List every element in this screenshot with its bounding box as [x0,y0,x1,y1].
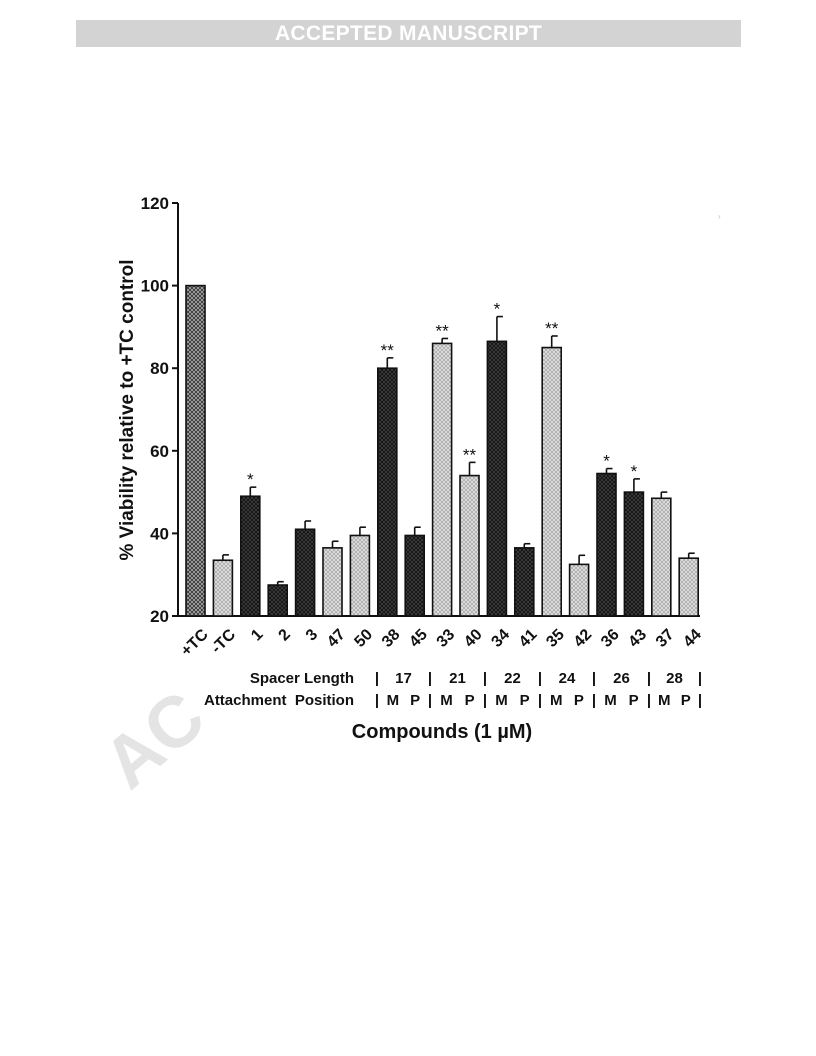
bar-42 [568,563,590,617]
spacer-length-value: 26 [613,670,630,687]
bar-43 [623,491,645,617]
attachment-separator: | [428,692,432,709]
x-tick-label: 3 [303,626,321,644]
attachment-position-value: P [574,692,584,709]
x-tick-label: 38 [379,626,404,651]
spacer-separator: | [647,670,651,687]
significance-marker: * [631,462,638,481]
accepted-manuscript-banner: ACCEPTED MANUSCRIPT [76,20,741,47]
y-tick-label: 120 [141,194,169,213]
bar-45 [404,534,426,617]
attachment-separator: | [483,692,487,709]
spacer-separator: | [698,670,702,687]
attachment-separator: | [592,692,596,709]
x-tick-label: 2 [276,626,294,644]
y-tick-label: 60 [150,442,169,461]
x-tick-label: +TC [178,626,212,660]
x-tick-label: -TC [208,626,239,657]
attachment-separator: | [538,692,542,709]
x-tick-label: 41 [516,626,541,651]
bar-33 [431,342,453,617]
x-tick-label: 42 [571,626,596,651]
attachment-position-value: P [629,692,639,709]
attachment-position-value: M [440,692,453,709]
x-tick-label: 34 [488,626,513,651]
attachment-position-value: P [681,692,691,709]
x-tick-label: 43 [625,626,650,651]
spacer-length-value: 21 [449,670,466,687]
significance-marker: ** [381,341,395,360]
bar-47 [322,547,343,617]
x-tick-label: 50 [351,626,376,651]
bar-34 [486,340,508,617]
bars: ************ [185,284,700,617]
attachment-position-label: Attachment Position [204,692,354,709]
spacer-separator: | [592,670,596,687]
significance-marker: ** [545,319,559,338]
x-tick-label: 36 [598,626,623,651]
spacer-length-value: 17 [395,670,412,687]
spacer-length-value: 22 [504,670,521,687]
x-tick-label: 37 [653,626,678,651]
y-tick-label: 40 [150,524,169,543]
significance-marker: ** [463,445,477,464]
attachment-position-value: P [520,692,530,709]
bar-+TC [185,284,206,617]
attachment-position-value: M [495,692,508,709]
attachment-position-value: M [550,692,563,709]
significance-marker: * [247,470,254,489]
bar-2 [267,584,289,617]
bar--TC [212,559,234,617]
attachment-separator: | [698,692,702,709]
significance-marker: * [603,452,610,471]
significance-marker: ** [435,321,449,340]
x-tick-label: 45 [406,626,431,651]
attachment-position-value: P [410,692,420,709]
x-tick-label: 47 [324,626,349,651]
y-tick-label: 100 [141,277,169,296]
attachment-position-value: M [658,692,671,709]
spacer-length-value: 24 [559,670,576,687]
bar-44 [678,557,700,617]
attachment-position-value: P [465,692,475,709]
bar-3 [294,528,316,617]
attachment-separator: | [647,692,651,709]
spacer-separator: | [538,670,542,687]
attachment-position-value: M [387,692,400,709]
bar-37 [650,497,672,617]
bar-36 [596,472,617,617]
bar-50 [349,534,371,617]
bar-1 [240,495,261,617]
spacer-separator: | [428,670,432,687]
y-axis-label: % Viability relative to +TC control [117,259,138,560]
x-tick-label: 33 [434,626,459,651]
axes: 20 40 60 80 100 120 [141,194,700,626]
x-tick-label: 44 [680,626,705,651]
spacer-length-label: Spacer Length [250,670,354,687]
y-tick-label: 80 [150,359,169,378]
attachment-separator: | [375,692,379,709]
significance-marker: * [494,300,501,319]
bar-41 [513,547,535,617]
bar-40 [459,474,480,617]
x-axis-label: Compounds (1 µM) [352,721,532,743]
x-tick-label: 40 [461,626,486,651]
x-tick-labels: +TC-TC 1 2 3 47 50 38 45 33 40 34 41 35 42 36 43 37 44 [178,626,705,660]
bar-35 [541,346,563,617]
x-tick-label: 35 [543,626,568,651]
x-tick-label: 1 [248,626,266,644]
bar-38 [376,367,398,617]
group-annotations: ||||||||||||||17 21 22 24 26 28M P M P M P M P M P M P [375,670,702,709]
spacer-separator: | [375,670,379,687]
y-tick-label: 20 [150,607,169,626]
spacer-length-value: 28 [666,670,683,687]
watermark-mark: › [718,212,721,221]
spacer-separator: | [483,670,487,687]
attachment-position-value: M [604,692,617,709]
